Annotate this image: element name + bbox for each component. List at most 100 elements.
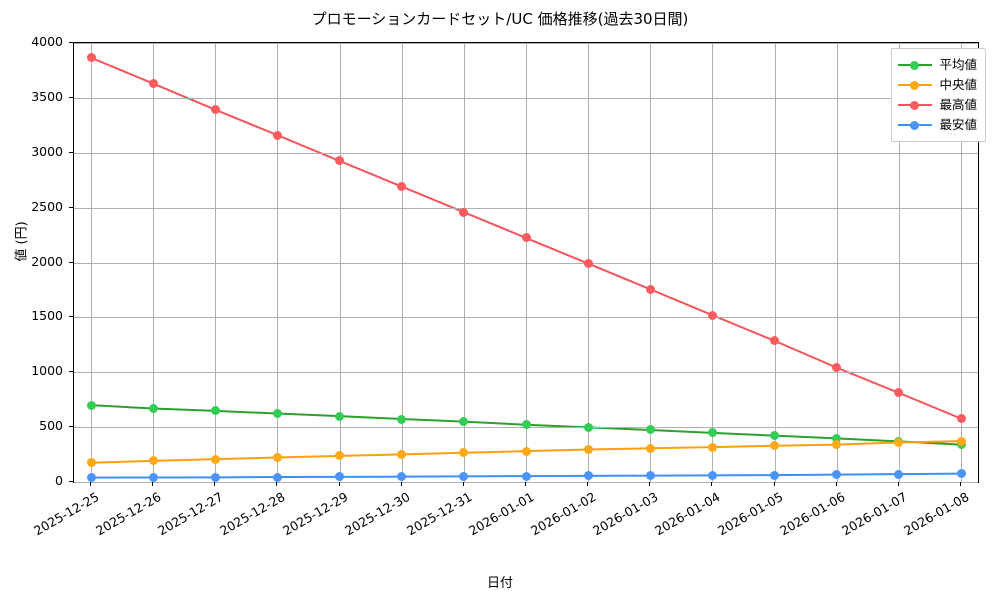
- x-gridline: [90, 43, 92, 482]
- x-axis-title: 日付: [486, 576, 513, 591]
- legend-dot-icon: [910, 101, 920, 110]
- data-point-marker: [272, 472, 282, 482]
- data-point-marker: [583, 259, 593, 269]
- y-tick-mark: [69, 371, 73, 372]
- legend-label: 最安値: [939, 116, 977, 132]
- x-gridline: [276, 43, 278, 482]
- data-point-marker: [832, 470, 842, 480]
- data-point-marker: [645, 471, 655, 481]
- x-gridline: [525, 43, 527, 482]
- data-point-marker: [832, 440, 842, 450]
- x-gridline: [152, 43, 154, 482]
- data-point-marker: [894, 469, 904, 479]
- y-tick-label: 2000: [31, 253, 63, 269]
- data-point-marker: [210, 472, 220, 482]
- x-gridline: [774, 43, 776, 482]
- data-point-marker: [148, 456, 158, 466]
- x-tick-mark: [90, 482, 91, 486]
- x-tick-mark: [525, 482, 526, 486]
- x-tick-mark: [152, 482, 153, 486]
- data-point-marker: [956, 436, 966, 446]
- y-tick-label: 500: [39, 418, 63, 434]
- legend-item[interactable]: 最高値: [898, 95, 977, 115]
- data-point-marker: [210, 406, 220, 416]
- data-point-marker: [707, 310, 717, 320]
- legend-item[interactable]: 最安値: [898, 115, 977, 135]
- x-tick-mark: [960, 482, 961, 486]
- y-tick-mark: [69, 152, 73, 153]
- y-tick-label: 4000: [31, 34, 63, 49]
- legend-dot-icon: [910, 61, 920, 70]
- data-point-marker: [397, 449, 407, 459]
- data-point-marker: [956, 469, 966, 479]
- data-point-marker: [583, 422, 593, 432]
- y-tick-label: 1000: [31, 363, 63, 379]
- data-point-marker: [832, 433, 842, 443]
- plot-inner: [74, 42, 978, 483]
- y-tick-mark: [69, 97, 73, 98]
- data-point-marker: [86, 53, 96, 63]
- x-gridline: [463, 43, 465, 482]
- x-tick-mark: [339, 482, 340, 486]
- y-tick-mark: [69, 316, 73, 317]
- y-tick-mark: [69, 262, 73, 263]
- data-point-marker: [210, 105, 220, 115]
- x-tick-mark: [463, 482, 464, 486]
- legend-dot-icon: [910, 121, 920, 130]
- plot-area: [73, 42, 979, 483]
- legend-label: 平均値: [939, 56, 977, 72]
- x-tick-mark: [774, 482, 775, 486]
- x-tick-mark: [587, 482, 588, 486]
- data-point-marker: [397, 472, 407, 482]
- data-point-marker: [335, 411, 345, 421]
- data-point-marker: [770, 441, 780, 451]
- y-tick-label: 1500: [31, 308, 63, 324]
- data-point-marker: [832, 363, 842, 373]
- data-point-marker: [397, 414, 407, 424]
- data-point-marker: [894, 388, 904, 398]
- data-point-marker: [335, 451, 345, 461]
- y-tick-label: 2500: [31, 198, 63, 214]
- data-point-marker: [521, 471, 531, 481]
- data-point-marker: [86, 473, 96, 483]
- data-point-marker: [86, 400, 96, 410]
- legend-swatch-icon: [898, 99, 933, 111]
- y-tick-label: 3000: [31, 143, 63, 159]
- data-point-marker: [583, 445, 593, 454]
- data-point-marker: [707, 428, 717, 438]
- data-point-marker: [521, 446, 531, 456]
- data-point-marker: [770, 470, 780, 480]
- data-point-marker: [707, 470, 717, 480]
- y-tick-mark: [69, 481, 73, 482]
- x-gridline: [898, 43, 900, 482]
- data-point-marker: [521, 233, 531, 243]
- data-point-marker: [148, 403, 158, 413]
- x-gridline: [711, 43, 713, 482]
- x-tick-mark: [401, 482, 402, 486]
- y-tick-mark: [69, 426, 73, 427]
- x-tick-mark: [836, 482, 837, 486]
- data-point-marker: [148, 79, 158, 89]
- data-point-marker: [770, 336, 780, 346]
- x-tick-mark: [898, 482, 899, 486]
- data-point-marker: [335, 156, 345, 166]
- data-point-marker: [86, 458, 96, 468]
- data-point-marker: [272, 453, 282, 463]
- data-point-marker: [645, 443, 655, 453]
- legend-item[interactable]: 平均値: [898, 55, 977, 75]
- x-tick-mark: [649, 482, 650, 486]
- data-point-marker: [956, 414, 966, 424]
- legend-item[interactable]: 中央値: [898, 75, 977, 95]
- chart-title: プロモーションカードセット/UC 価格推移(過去30日間): [311, 10, 689, 28]
- legend-swatch-icon: [898, 59, 933, 71]
- x-tick-mark: [711, 482, 712, 486]
- x-gridline: [214, 43, 216, 482]
- data-point-marker: [397, 182, 407, 192]
- y-tick-label: 3500: [31, 88, 63, 104]
- data-point-marker: [459, 207, 469, 217]
- x-gridline: [649, 43, 651, 482]
- x-gridline: [401, 43, 403, 482]
- x-tick-mark: [276, 482, 277, 486]
- data-point-marker: [645, 284, 655, 294]
- y-tick-label: 0: [55, 473, 63, 488]
